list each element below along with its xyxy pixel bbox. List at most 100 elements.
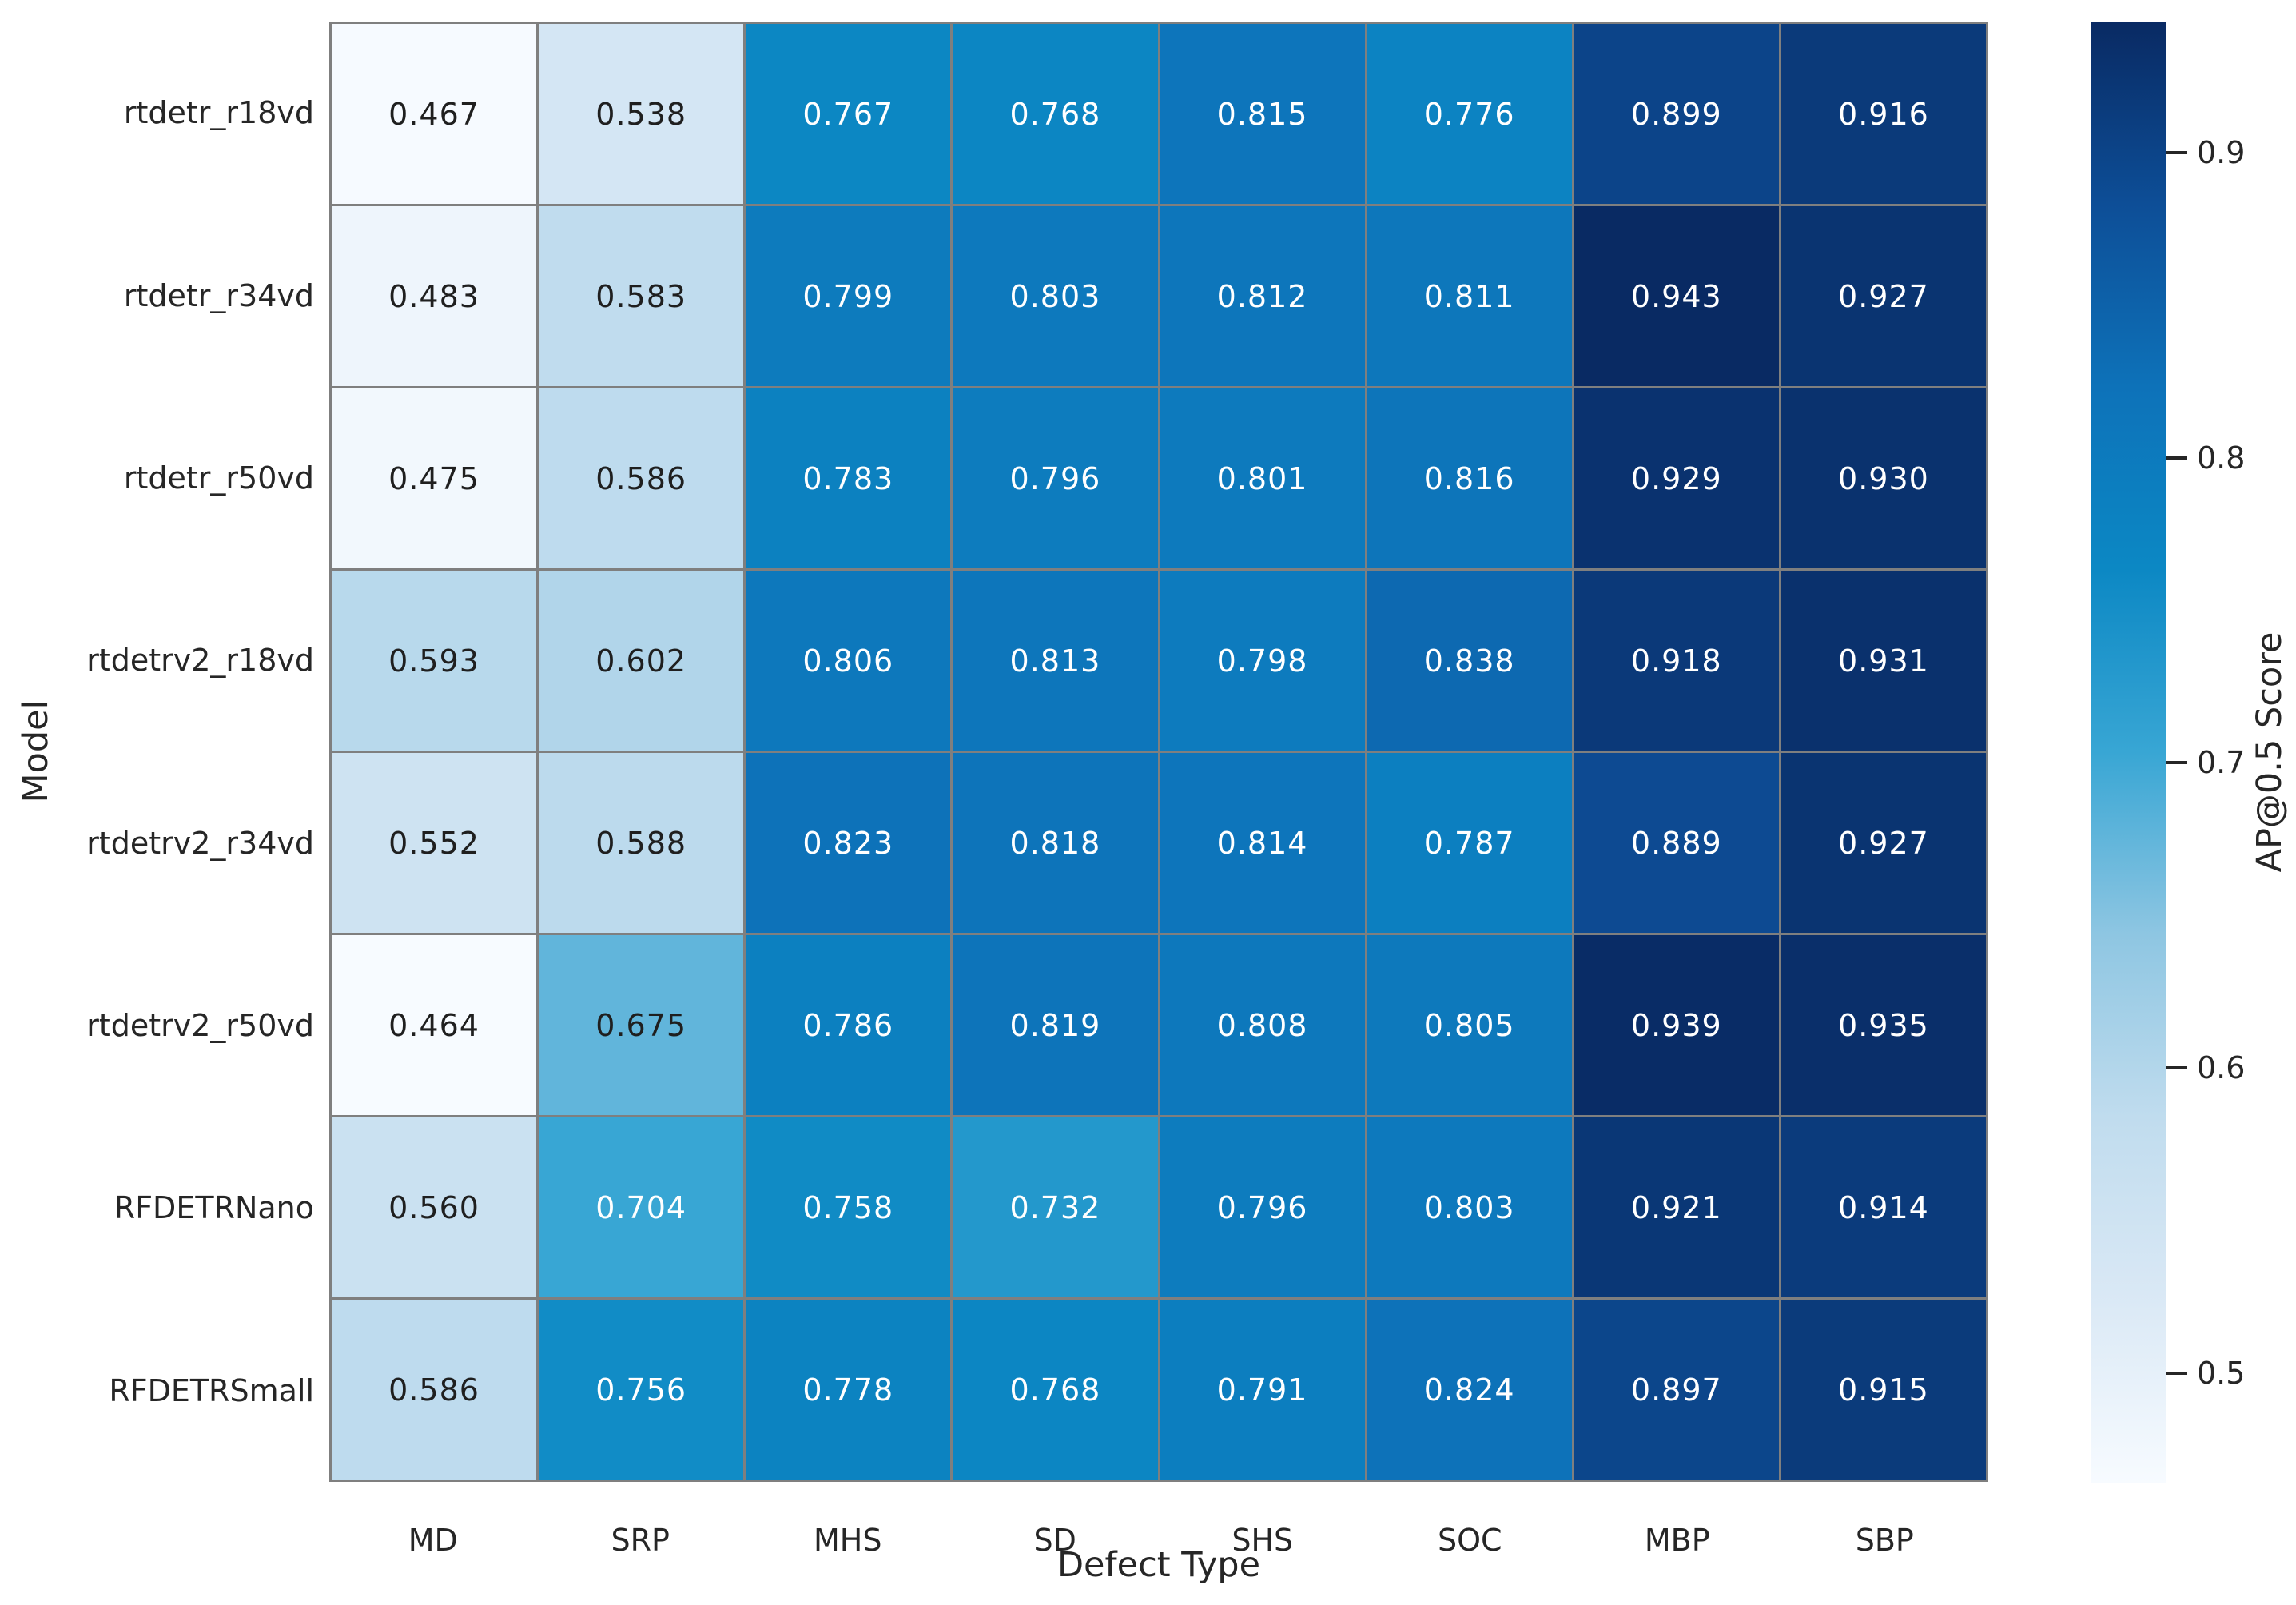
cell-value: 0.483: [388, 278, 479, 314]
heatmap-cell: 0.806: [746, 571, 951, 751]
cell-value: 0.552: [388, 825, 479, 861]
cell-value: 0.823: [802, 825, 894, 861]
heatmap-cell: 0.602: [539, 571, 744, 751]
heatmap-cell: 0.805: [1367, 935, 1572, 1115]
colorbar-tick-mark: [2166, 456, 2187, 460]
cell-value: 0.899: [1630, 96, 1722, 132]
heatmap-cell: 0.803: [1367, 1117, 1572, 1297]
cell-value: 0.819: [1009, 1007, 1101, 1043]
y-axis-title: Model: [16, 699, 56, 803]
heatmap-cell: 0.675: [539, 935, 744, 1115]
colorbar-tick-mark: [2166, 151, 2187, 155]
heatmap-cell: 0.819: [953, 935, 1158, 1115]
cell-value: 0.560: [388, 1189, 479, 1225]
heatmap-cell: 0.776: [1367, 24, 1572, 204]
heatmap-cell: 0.475: [332, 388, 537, 568]
heatmap-cell: 0.838: [1367, 571, 1572, 751]
cell-value: 0.897: [1630, 1372, 1722, 1408]
heatmap-cell: 0.927: [1781, 206, 1986, 386]
cell-value: 0.783: [802, 460, 894, 496]
heatmap-cell: 0.768: [953, 24, 1158, 204]
heatmap-cell: 0.778: [746, 1300, 951, 1480]
colorbar-tick-label: 0.6: [2197, 1049, 2246, 1085]
heatmap-cell: 0.808: [1160, 935, 1365, 1115]
cell-value: 0.704: [595, 1189, 687, 1225]
cell-value: 0.586: [388, 1372, 479, 1408]
row-tick-label: rtdetr_r18vd: [123, 95, 314, 131]
cell-value: 0.914: [1838, 1189, 1929, 1225]
cell-value: 0.586: [595, 460, 687, 496]
heatmap-cell: 0.939: [1574, 935, 1779, 1115]
x-axis-title: Defect Type: [1056, 1545, 1261, 1585]
cell-value: 0.812: [1216, 278, 1308, 314]
colorbar-tick: 0.9: [2166, 135, 2245, 170]
row-tick-label: rtdetrv2_r18vd: [86, 643, 314, 679]
heatmap-cell: 0.798: [1160, 571, 1365, 751]
cell-value: 0.768: [1009, 96, 1101, 132]
heatmap-cell: 0.791: [1160, 1300, 1365, 1480]
heatmap-cell: 0.796: [953, 388, 1158, 568]
cell-value: 0.918: [1630, 643, 1722, 679]
cell-value: 0.805: [1423, 1007, 1515, 1043]
heatmap-cell: 0.916: [1781, 24, 1986, 204]
heatmap-cell: 0.783: [746, 388, 951, 568]
cell-value: 0.930: [1838, 460, 1929, 496]
col-tick-label: SD: [1033, 1523, 1076, 1558]
cell-value: 0.931: [1838, 643, 1929, 679]
cell-value: 0.803: [1423, 1189, 1515, 1225]
cell-value: 0.675: [595, 1007, 687, 1043]
cell-value: 0.776: [1423, 96, 1515, 132]
heatmap-cell: 0.593: [332, 571, 537, 751]
heatmap-cell: 0.483: [332, 206, 537, 386]
cell-value: 0.816: [1423, 460, 1515, 496]
heatmap-cell: 0.931: [1781, 571, 1986, 751]
heatmap-cell: 0.929: [1574, 388, 1779, 568]
row-tick-label: rtdetr_r34vd: [123, 277, 314, 313]
heatmap-cell: 0.803: [953, 206, 1158, 386]
colorbar-ticks: 0.5 0.6 0.7 0.8 0.9: [2166, 22, 2294, 1483]
heatmap-cell: 0.552: [332, 753, 537, 933]
cell-value: 0.791: [1216, 1372, 1308, 1408]
heatmap-cell: 0.583: [539, 206, 744, 386]
heatmap-cell: 0.818: [953, 753, 1158, 933]
heatmap-cell: 0.815: [1160, 24, 1365, 204]
cell-value: 0.464: [388, 1007, 479, 1043]
cell-value: 0.475: [388, 460, 479, 496]
heatmap-cell: 0.921: [1574, 1117, 1779, 1297]
row-tick-label: RFDETRNano: [113, 1190, 314, 1226]
colorbar-tick: 0.5: [2166, 1356, 2245, 1391]
heatmap-grid: 0.467 0.538 0.767 0.768 0.815 0.776 0.899 0.916…: [329, 22, 1988, 1482]
heatmap-cell: 0.813: [953, 571, 1158, 751]
cell-value: 0.811: [1423, 278, 1515, 314]
colorbar-tick-mark: [2166, 1065, 2187, 1069]
row-tick-label: rtdetr_r50vd: [123, 460, 314, 496]
cell-value: 0.798: [1216, 643, 1308, 679]
heatmap-cell: 0.787: [1367, 753, 1572, 933]
heatmap-cell: 0.814: [1160, 753, 1365, 933]
heatmap-cell: 0.918: [1574, 571, 1779, 751]
cell-value: 0.935: [1838, 1007, 1929, 1043]
heatmap-cell: 0.799: [746, 206, 951, 386]
col-tick-label: SBP: [1855, 1523, 1914, 1558]
cell-value: 0.787: [1423, 825, 1515, 861]
cell-value: 0.818: [1009, 825, 1101, 861]
row-tick-label: rtdetrv2_r50vd: [86, 1008, 314, 1044]
heatmap-cell: 0.560: [332, 1117, 537, 1297]
heatmap-cell: 0.588: [539, 753, 744, 933]
heatmap-cell: 0.897: [1574, 1300, 1779, 1480]
col-tick-label: MHS: [814, 1523, 882, 1558]
cell-value: 0.939: [1630, 1007, 1722, 1043]
heatmap-cell: 0.812: [1160, 206, 1365, 386]
colorbar-tick-label: 0.8: [2197, 440, 2246, 476]
heatmap-cell: 0.915: [1781, 1300, 1986, 1480]
cell-value: 0.927: [1838, 825, 1929, 861]
cell-value: 0.796: [1216, 1189, 1308, 1225]
heatmap-cell: 0.756: [539, 1300, 744, 1480]
col-tick-label: MBP: [1644, 1523, 1710, 1558]
heatmap-cell: 0.930: [1781, 388, 1986, 568]
cell-value: 0.593: [388, 643, 479, 679]
cell-value: 0.758: [802, 1189, 894, 1225]
heatmap-cell: 0.811: [1367, 206, 1572, 386]
heatmap-cell: 0.816: [1367, 388, 1572, 568]
